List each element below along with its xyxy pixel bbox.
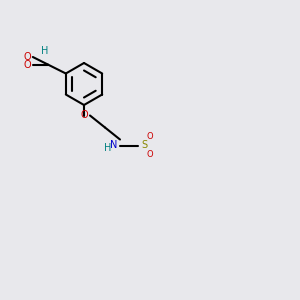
Text: N: N	[110, 140, 118, 151]
Text: O: O	[23, 52, 31, 62]
Text: O: O	[147, 132, 153, 141]
Text: O: O	[147, 150, 153, 159]
Text: H: H	[104, 143, 112, 154]
Text: O: O	[23, 59, 31, 70]
Text: S: S	[141, 140, 147, 151]
Text: O: O	[80, 110, 88, 121]
Text: H: H	[41, 46, 49, 56]
